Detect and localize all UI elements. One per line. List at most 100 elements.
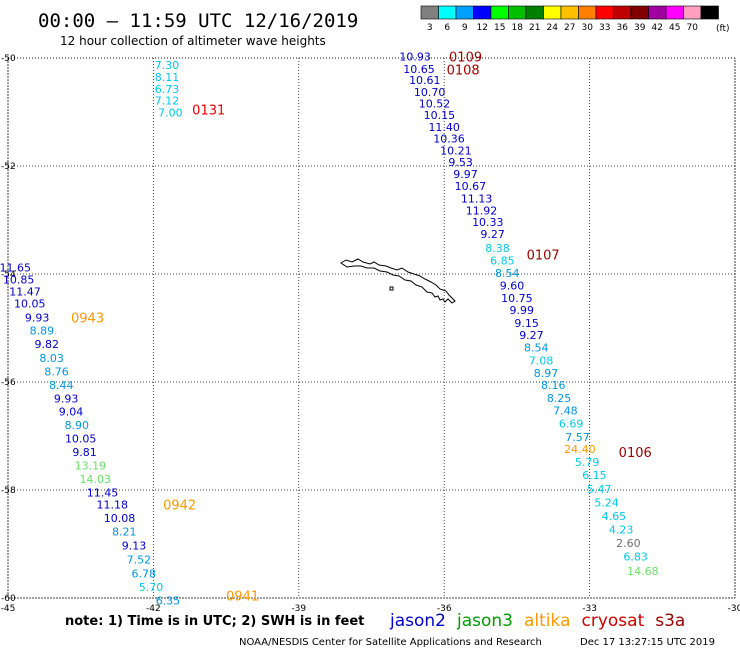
x-tick-label: -36 xyxy=(437,604,452,614)
wave-height-value: 10.61 xyxy=(409,74,441,87)
legend-tick-label: 39 xyxy=(634,23,646,33)
wave-height-value: 8.54 xyxy=(524,341,549,354)
wave-height-value: 5.47 xyxy=(587,483,612,496)
wave-height-value: 24.40 xyxy=(564,443,596,456)
wave-height-value: 10.52 xyxy=(419,97,451,110)
wave-height-value: 9.53 xyxy=(448,156,473,169)
wave-height-value: 9.27 xyxy=(519,329,544,342)
wave-height-value: 8.25 xyxy=(547,392,572,405)
wave-height-value: 8.21 xyxy=(112,526,137,539)
y-tick-label: -50 xyxy=(1,54,16,64)
legend-swatch xyxy=(508,5,527,20)
pass-time-label: 0943 xyxy=(71,312,104,327)
wave-height-legend: 3 6 9 12 15 18 21 24 27 30 33 36 39 42 45 70 xyxy=(420,5,719,33)
wave-height-value: 9.60 xyxy=(500,279,525,292)
satellite-legend: jason2 jason3 altika cryosat s3a xyxy=(389,611,685,631)
footer-credit: NOAA/NESDIS Center for Satellite Applica… xyxy=(239,637,542,648)
footer-note: note: 1) Time is in UTC; 2) SWH is in fe… xyxy=(65,614,364,629)
legend-tick-label: 9 xyxy=(462,23,468,33)
satellite-legend-entry: cryosat xyxy=(582,611,645,631)
y-tick-label: -52 xyxy=(1,162,16,172)
legend-swatch xyxy=(595,5,614,20)
wave-height-value: 7.57 xyxy=(565,431,590,444)
wave-height-value: 8.44 xyxy=(49,379,74,392)
pass-time-label: 0108 xyxy=(447,63,480,78)
wave-height-value: 7.52 xyxy=(127,554,152,567)
legend-unit: (ft) xyxy=(716,24,730,34)
wave-height-value: 10.15 xyxy=(424,109,456,122)
legend-swatch xyxy=(560,5,579,20)
legend-tick-label: 70 xyxy=(687,23,699,33)
south-georgia-island xyxy=(340,258,456,304)
pass-time-label: 0941 xyxy=(226,589,259,604)
wave-height-value: 11.92 xyxy=(466,204,498,217)
wave-height-value: 6.15 xyxy=(582,469,607,482)
legend-tick-label: 18 xyxy=(512,23,524,33)
legend-tick-label: 30 xyxy=(582,23,594,33)
legend-swatch xyxy=(420,5,439,20)
wave-height-value: 9.15 xyxy=(514,317,539,330)
legend-tick-label: 27 xyxy=(564,23,575,33)
wave-height-value: 6.69 xyxy=(559,418,584,431)
legend-swatch xyxy=(648,5,667,20)
wave-height-value: 11.47 xyxy=(9,285,41,298)
wave-height-value: 8.97 xyxy=(534,367,559,380)
wave-height-value: 10.75 xyxy=(501,292,533,305)
satellite-legend-entry: altika xyxy=(524,611,571,631)
wave-height-value: 4.65 xyxy=(602,510,627,523)
y-tick-label: -60 xyxy=(1,594,16,604)
wave-height-value: 6.73 xyxy=(155,83,180,96)
wave-height-value: 10.70 xyxy=(414,86,446,99)
wave-height-value: 11.65 xyxy=(0,262,31,275)
wave-height-value: 13.19 xyxy=(75,460,107,473)
wave-height-value: 8.38 xyxy=(485,242,510,255)
wave-height-value: 4.23 xyxy=(609,523,634,536)
wave-height-value: 10.21 xyxy=(440,144,472,157)
satellite-legend-entry: s3a xyxy=(655,611,685,631)
wave-height-value: 7.48 xyxy=(553,405,578,418)
x-tick-label: -42 xyxy=(146,604,161,614)
x-tick-label: -39 xyxy=(291,604,306,614)
y-tick-label: -54 xyxy=(1,270,16,280)
wave-height-value: 10.65 xyxy=(403,63,435,76)
wave-height-value: 11.45 xyxy=(87,487,119,500)
wave-height-value: 11.18 xyxy=(96,499,128,512)
wave-height-value: 9.93 xyxy=(54,393,79,406)
wave-height-value: 10.36 xyxy=(433,132,465,145)
legend-tick-label: 12 xyxy=(477,23,488,33)
wave-height-value: 7.30 xyxy=(155,59,180,72)
wave-height-value: 7.12 xyxy=(155,95,180,108)
legend-swatch xyxy=(490,5,509,20)
wave-height-value: 8.16 xyxy=(541,379,566,392)
legend-swatch xyxy=(455,5,474,20)
satellite-legend-entry: jason3 xyxy=(456,611,513,631)
wave-height-value: 5.24 xyxy=(594,496,619,509)
chart-title: 00:00 – 11:59 UTC 12/16/2019 xyxy=(38,10,358,32)
wave-height-value: 10.85 xyxy=(3,273,35,286)
wave-height-value: 9.27 xyxy=(480,228,505,241)
wave-height-value: 10.05 xyxy=(14,298,46,311)
wave-height-value: 10.93 xyxy=(399,50,431,63)
wave-height-values: 7.308.116.737.127.00 10.9310.6510.6110.70… xyxy=(0,50,659,607)
wave-height-value: 6.85 xyxy=(490,255,515,268)
wave-height-value: 10.05 xyxy=(65,433,97,446)
y-tick-label: -58 xyxy=(1,486,16,496)
wave-height-value: 6.78 xyxy=(131,568,156,581)
wave-height-value: 9.81 xyxy=(72,446,97,459)
wave-height-value: 8.11 xyxy=(155,71,180,84)
legend-swatch xyxy=(525,5,544,20)
wave-height-value: 14.03 xyxy=(79,473,111,486)
legend-tick-label: 36 xyxy=(617,23,629,33)
legend-tick-label: 21 xyxy=(529,23,540,33)
legend-swatch xyxy=(700,5,719,20)
x-tick-label: -30 xyxy=(728,604,740,614)
wave-height-value: 9.13 xyxy=(122,540,147,553)
wave-height-value: 6.35 xyxy=(156,595,181,608)
legend-tick-label: 33 xyxy=(599,23,610,33)
wave-height-value: 9.04 xyxy=(59,406,84,419)
wave-height-value: 10.67 xyxy=(455,180,487,193)
legend-swatch xyxy=(543,5,562,20)
